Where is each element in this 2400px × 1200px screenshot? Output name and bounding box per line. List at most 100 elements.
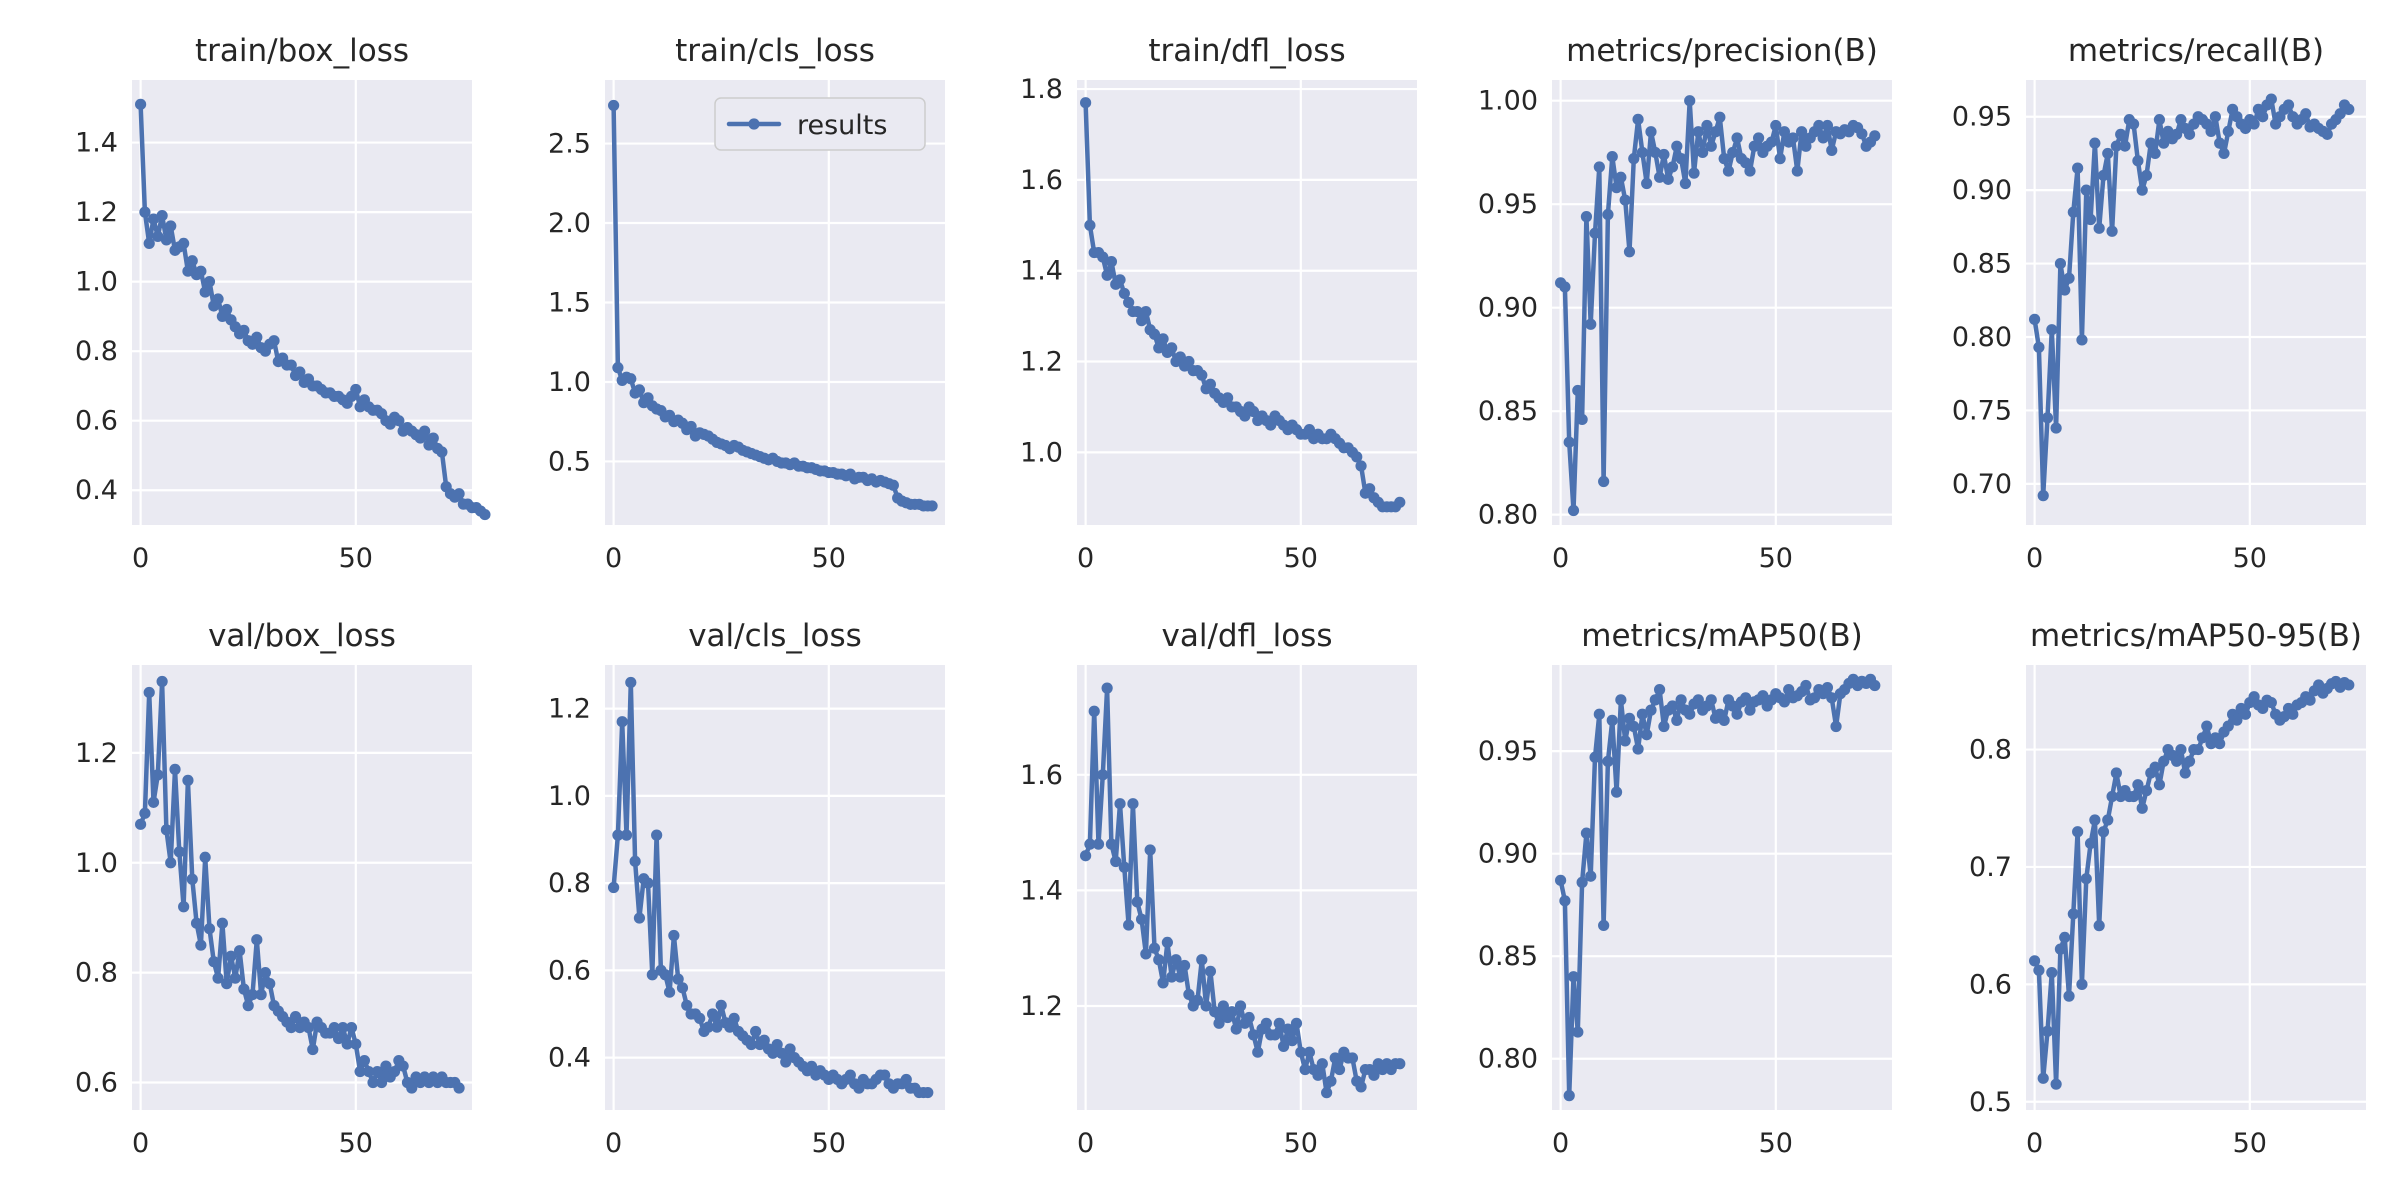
data-point	[1355, 460, 1367, 472]
x-tick-label: 0	[2026, 543, 2043, 574]
data-point	[2046, 324, 2058, 336]
data-point	[2132, 779, 2144, 791]
data-point	[2041, 1025, 2054, 1037]
data-point	[1226, 1006, 1238, 1018]
data-point	[1692, 694, 1704, 706]
data-point	[646, 969, 658, 981]
data-point	[612, 362, 624, 374]
data-point	[1247, 405, 1260, 418]
data-point	[2214, 738, 2226, 750]
data-point	[1140, 305, 1152, 318]
y-tick-label: 0.5	[1969, 1087, 2012, 1118]
y-tick-label: 0.80	[1478, 500, 1538, 531]
data-point	[1105, 838, 1118, 850]
plot-area	[2026, 665, 2366, 1110]
data-point	[2239, 122, 2252, 135]
x-tick-label: 0	[132, 543, 149, 574]
data-point	[1632, 113, 1644, 125]
data-point	[728, 1012, 740, 1024]
data-point	[1740, 157, 1752, 169]
data-point	[1161, 936, 1173, 949]
x-tick-label: 0	[1552, 1128, 1569, 1159]
y-tick-label: 1.2	[1020, 991, 1063, 1022]
data-point	[2222, 125, 2234, 138]
data-point	[1273, 1017, 1285, 1029]
data-point	[1118, 287, 1130, 300]
data-point	[2222, 720, 2234, 732]
data-point	[1303, 1046, 1316, 1058]
data-point	[2179, 767, 2191, 779]
data-point	[1355, 1081, 1367, 1093]
data-point	[1286, 1035, 1298, 1047]
data-point	[853, 1082, 865, 1094]
data-point	[1679, 177, 1692, 190]
data-point	[1097, 251, 1109, 263]
data-point	[1127, 798, 1139, 810]
y-tick-label: 1.0	[75, 267, 118, 298]
data-point	[633, 912, 646, 924]
data-point	[1239, 410, 1251, 422]
data-point	[1718, 714, 1730, 726]
data-point	[2050, 1078, 2062, 1090]
y-tick-label: 2.5	[548, 129, 591, 160]
data-point	[2080, 184, 2092, 196]
data-point	[2171, 128, 2183, 140]
y-tick-label: 0.90	[1478, 839, 1538, 870]
data-point	[2089, 814, 2101, 826]
data-point	[1662, 173, 1674, 185]
data-point	[1265, 419, 1277, 431]
data-point	[676, 982, 689, 994]
data-point	[1718, 153, 1730, 165]
data-point	[2067, 908, 2079, 920]
data-point	[2080, 873, 2092, 885]
data-point	[1705, 140, 1717, 152]
data-point	[1727, 700, 1739, 712]
data-point	[1217, 1000, 1229, 1012]
data-point	[2257, 702, 2269, 715]
data-point	[182, 774, 194, 786]
data-point	[805, 1060, 818, 1072]
data-point	[203, 276, 216, 288]
data-point	[1567, 504, 1580, 517]
data-point	[1191, 994, 1204, 1006]
data-point	[1346, 1052, 1359, 1064]
data-point	[844, 1069, 856, 1081]
data-point	[1740, 692, 1752, 704]
data-point	[1260, 1017, 1272, 1029]
data-point	[1636, 708, 1648, 720]
data-point	[1744, 704, 1756, 716]
data-point	[1731, 708, 1743, 720]
data-point	[2313, 679, 2325, 691]
data-point	[1196, 954, 1208, 966]
data-point	[1209, 1006, 1221, 1018]
y-tick-label: 0.85	[1952, 249, 2012, 280]
data-point	[1628, 153, 1640, 165]
data-point	[212, 293, 224, 305]
data-point	[1821, 681, 1834, 694]
legend: results	[714, 97, 926, 151]
data-point	[1619, 194, 1631, 206]
data-point	[156, 209, 168, 222]
y-tick-label: 0.8	[75, 958, 118, 989]
data-point	[221, 978, 233, 990]
data-point	[376, 1076, 388, 1089]
data-point	[160, 234, 173, 246]
data-point	[1593, 161, 1605, 173]
data-point	[2158, 755, 2170, 767]
data-point	[1131, 896, 1143, 908]
y-tick-label: 2.0	[548, 208, 591, 239]
data-point	[1623, 712, 1636, 724]
data-point	[1329, 1052, 1341, 1064]
data-point	[715, 999, 727, 1011]
data-point	[681, 999, 693, 1011]
data-point	[1110, 855, 1122, 868]
data-point	[1641, 729, 1653, 741]
y-tick-label: 0.80	[1478, 1044, 1538, 1075]
data-point	[246, 989, 259, 1001]
x-tick-label: 50	[339, 543, 373, 574]
data-point	[2115, 128, 2127, 140]
data-point	[1123, 919, 1135, 931]
data-point	[1183, 988, 1195, 1001]
y-tick-label: 0.4	[548, 1043, 591, 1074]
data-point	[1593, 708, 1605, 720]
